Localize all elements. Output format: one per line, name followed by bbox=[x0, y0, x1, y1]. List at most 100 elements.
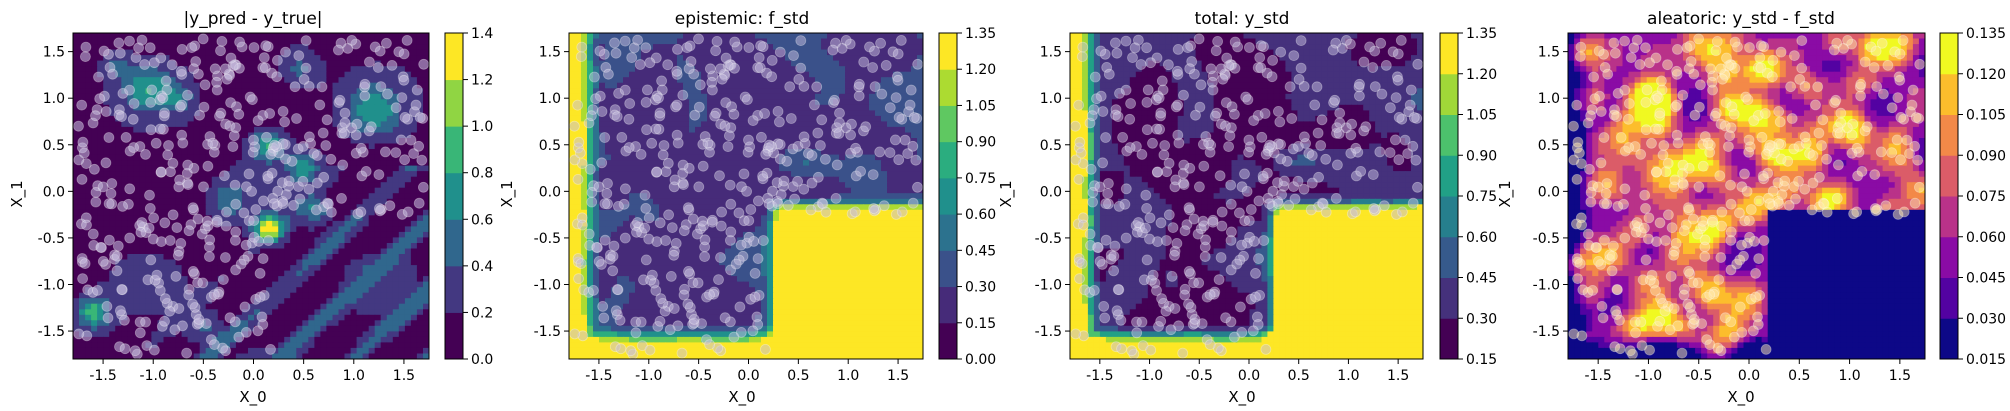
heatmap-cell bbox=[272, 93, 279, 100]
heatmap-cell bbox=[423, 143, 429, 150]
heatmap-cell bbox=[187, 110, 195, 117]
heatmap-cell bbox=[374, 182, 382, 189]
heatmap-cell bbox=[398, 292, 406, 299]
heatmap-cell bbox=[115, 138, 122, 145]
heatmap-cell bbox=[423, 176, 429, 183]
heatmap-cell bbox=[423, 110, 429, 117]
heatmap-cell bbox=[73, 38, 80, 45]
heatmap-cell bbox=[368, 132, 376, 139]
heatmap-cell bbox=[115, 331, 122, 338]
heatmap-cell bbox=[911, 49, 918, 56]
heatmap-cell bbox=[223, 88, 231, 95]
heatmap-cell bbox=[85, 138, 92, 145]
heatmap-cell bbox=[659, 55, 666, 62]
heatmap-cell bbox=[779, 55, 786, 62]
heatmap-cell bbox=[743, 110, 750, 117]
heatmap-cell bbox=[423, 99, 429, 106]
heatmap-cell bbox=[350, 138, 358, 145]
heatmap-cell bbox=[326, 243, 334, 250]
heatmap-cell bbox=[863, 71, 870, 78]
heatmap-cell bbox=[181, 336, 189, 344]
heatmap-cell bbox=[605, 88, 612, 95]
heatmap-cell bbox=[308, 33, 315, 40]
heatmap-cell bbox=[356, 193, 364, 200]
colorbar-band bbox=[445, 79, 463, 127]
heatmap-cell bbox=[121, 33, 128, 40]
heatmap-cell bbox=[713, 82, 720, 89]
heatmap-cell bbox=[320, 331, 328, 338]
heatmap-cell bbox=[284, 126, 291, 134]
heatmap-cell bbox=[362, 276, 370, 283]
heatmap-cell bbox=[683, 49, 690, 56]
heatmap-cell bbox=[79, 132, 86, 139]
heatmap-cell bbox=[344, 243, 352, 250]
heatmap-cell bbox=[241, 270, 249, 277]
heatmap-cell bbox=[845, 99, 852, 106]
heatmap-cell bbox=[211, 115, 219, 123]
heatmap-cell bbox=[410, 231, 418, 239]
heatmap-cell bbox=[85, 309, 92, 316]
heatmap-cell bbox=[338, 215, 346, 222]
heatmap-cell bbox=[911, 38, 918, 45]
heatmap-cell bbox=[272, 44, 279, 51]
heatmap-cell bbox=[278, 88, 285, 95]
heatmap-cell bbox=[266, 121, 273, 128]
heatmap-cell bbox=[284, 259, 291, 266]
heatmap-cell bbox=[248, 259, 255, 266]
heatmap-cell bbox=[320, 281, 328, 288]
heatmap-cell bbox=[181, 55, 189, 62]
heatmap-cell bbox=[350, 66, 358, 73]
heatmap-cell bbox=[320, 44, 328, 51]
heatmap-cell bbox=[779, 71, 786, 78]
heatmap-cell bbox=[827, 38, 834, 45]
heatmap-cell bbox=[73, 99, 80, 106]
heatmap-cell bbox=[260, 243, 267, 250]
heatmap-cell bbox=[779, 38, 786, 45]
heatmap-cell bbox=[241, 226, 249, 233]
data-point bbox=[208, 289, 220, 301]
heatmap-cell bbox=[133, 138, 140, 145]
heatmap-cell bbox=[398, 104, 406, 111]
heatmap-cell bbox=[272, 99, 279, 106]
heatmap-cell bbox=[320, 110, 328, 117]
heatmap-cell bbox=[97, 176, 104, 183]
heatmap-cell bbox=[833, 71, 840, 78]
heatmap-cell bbox=[587, 82, 594, 89]
heatmap-cell bbox=[314, 220, 322, 228]
heatmap-cell bbox=[73, 320, 80, 327]
heatmap-cell bbox=[410, 226, 418, 233]
heatmap-cell bbox=[410, 160, 418, 167]
heatmap-cell bbox=[617, 82, 624, 89]
heatmap-cell bbox=[416, 237, 424, 244]
heatmap-cell bbox=[229, 342, 237, 349]
data-point bbox=[280, 46, 291, 58]
heatmap-cell bbox=[821, 60, 828, 67]
heatmap-cell bbox=[121, 104, 128, 111]
heatmap-cell bbox=[386, 165, 394, 172]
heatmap-cell bbox=[314, 33, 322, 40]
heatmap-cell bbox=[97, 165, 104, 172]
data-point bbox=[172, 249, 184, 261]
heatmap-cell bbox=[296, 248, 303, 255]
heatmap-cell bbox=[410, 287, 418, 294]
heatmap-cell bbox=[85, 126, 92, 134]
data-point bbox=[300, 35, 312, 46]
heatmap-cell bbox=[248, 82, 255, 89]
heatmap-cell bbox=[398, 314, 406, 321]
heatmap-cell bbox=[169, 254, 177, 261]
heatmap-cell bbox=[151, 33, 159, 40]
heatmap-cell bbox=[617, 33, 624, 40]
heatmap-cell bbox=[410, 209, 418, 216]
heatmap-cell bbox=[338, 298, 346, 305]
heatmap-cell bbox=[115, 281, 122, 288]
heatmap-cell bbox=[266, 270, 273, 277]
heatmap-cell bbox=[157, 44, 165, 51]
data-point bbox=[162, 149, 174, 161]
heatmap-cell bbox=[380, 220, 388, 228]
heatmap-cell bbox=[338, 325, 346, 332]
heatmap-cell bbox=[362, 248, 370, 255]
heatmap-cell bbox=[278, 265, 285, 272]
heatmap-cell bbox=[761, 49, 768, 56]
heatmap-cell bbox=[374, 331, 382, 338]
heatmap-cell bbox=[629, 121, 636, 128]
